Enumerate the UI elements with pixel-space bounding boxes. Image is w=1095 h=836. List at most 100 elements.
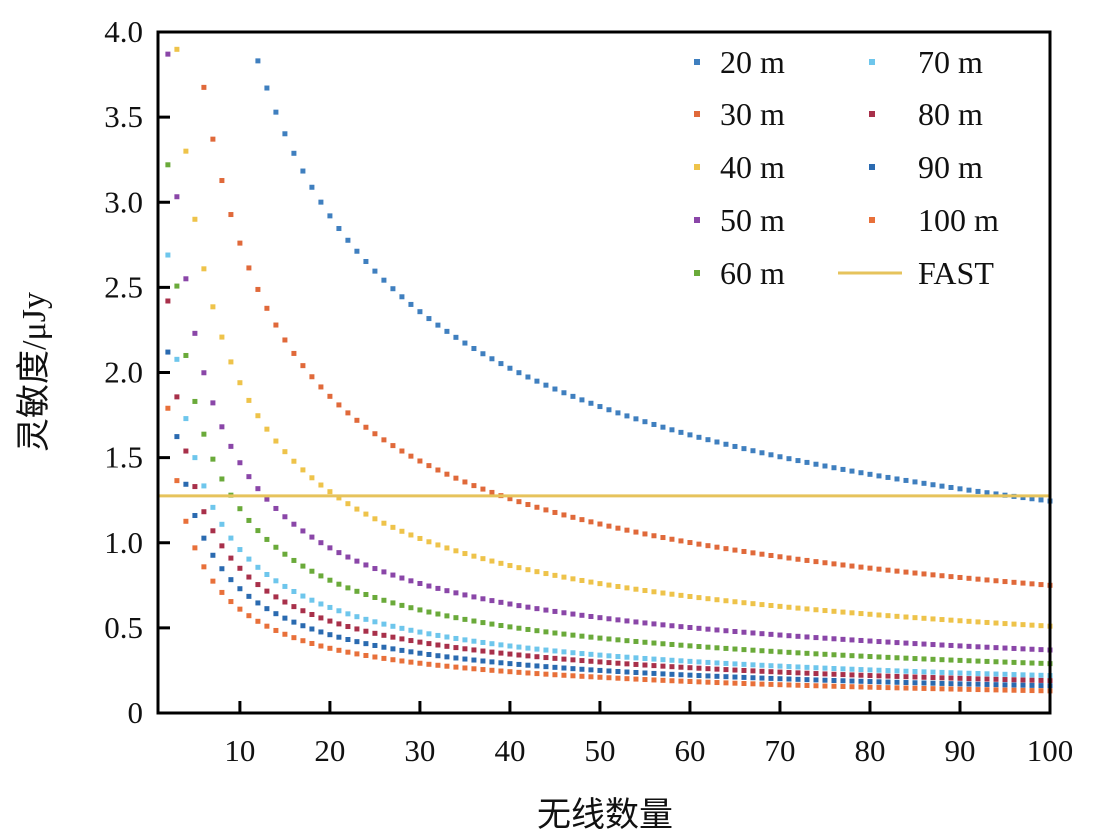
data-point <box>480 639 486 645</box>
data-point <box>525 645 531 651</box>
data-point <box>696 659 702 665</box>
data-point <box>345 410 351 416</box>
data-point <box>831 671 837 677</box>
data-point <box>525 567 531 573</box>
data-point <box>984 687 990 693</box>
data-point <box>525 626 531 632</box>
data-point <box>651 640 657 646</box>
data-point <box>399 528 405 534</box>
data-point <box>948 642 954 648</box>
data-point <box>651 421 657 427</box>
data-point <box>633 661 639 667</box>
data-point <box>813 665 819 671</box>
data-point <box>867 565 873 571</box>
data-point <box>246 593 252 599</box>
data-point <box>642 419 648 425</box>
data-point <box>687 658 693 664</box>
data-point <box>525 502 531 508</box>
data-point <box>732 599 738 605</box>
data-point <box>759 450 765 456</box>
data-point <box>255 58 261 64</box>
data-point <box>651 621 657 627</box>
data-point <box>192 216 198 222</box>
data-point <box>849 637 855 643</box>
data-point <box>903 640 909 646</box>
data-point <box>849 468 855 474</box>
data-point <box>300 593 306 599</box>
data-point <box>210 400 216 406</box>
data-point <box>813 559 819 565</box>
data-point <box>858 678 864 684</box>
data-point <box>570 611 576 617</box>
data-point <box>534 378 540 384</box>
data-point <box>1020 646 1026 652</box>
data-point <box>381 621 387 627</box>
data-point <box>201 431 207 437</box>
data-point <box>867 667 873 673</box>
data-point <box>678 538 684 544</box>
data-point <box>885 685 891 691</box>
data-point <box>453 635 459 641</box>
data-point <box>615 617 621 623</box>
data-point <box>597 659 603 665</box>
data-point <box>507 365 513 371</box>
data-point <box>426 463 432 469</box>
data-point <box>372 566 378 572</box>
data-point <box>858 684 864 690</box>
data-point <box>786 649 792 655</box>
data-point <box>426 651 432 657</box>
y-tick-label: 2.5 <box>104 269 143 304</box>
data-point <box>714 439 720 445</box>
data-point <box>705 644 711 650</box>
data-point <box>903 680 909 686</box>
data-point <box>615 660 621 666</box>
data-point <box>354 506 360 512</box>
data-point <box>309 568 315 574</box>
data-point <box>390 623 396 629</box>
data-point <box>678 429 684 435</box>
data-point <box>804 650 810 656</box>
data-point <box>939 675 945 681</box>
data-point <box>669 591 675 597</box>
data-point <box>381 277 387 283</box>
data-point <box>894 655 900 661</box>
data-point <box>336 495 342 501</box>
data-point <box>597 652 603 658</box>
data-point <box>687 665 693 671</box>
legend-marker <box>869 164 875 170</box>
data-point <box>822 651 828 657</box>
data-point <box>210 578 216 584</box>
data-point <box>876 473 882 479</box>
data-point <box>588 674 594 680</box>
data-point <box>966 658 972 664</box>
data-point <box>786 676 792 682</box>
data-point <box>741 680 747 686</box>
data-point <box>615 654 621 660</box>
data-point <box>570 514 576 520</box>
data-point <box>498 599 504 605</box>
data-point <box>183 416 189 422</box>
plot-frame <box>156 30 1052 715</box>
series-100m <box>165 405 1053 694</box>
data-point <box>507 601 513 607</box>
data-point <box>984 658 990 664</box>
data-point <box>849 672 855 678</box>
data-point <box>642 655 648 661</box>
data-point <box>858 611 864 617</box>
data-point <box>633 586 639 592</box>
data-point <box>966 686 972 692</box>
data-point <box>660 535 666 541</box>
data-point <box>246 574 252 580</box>
data-point <box>876 654 882 660</box>
data-point <box>741 674 747 680</box>
legend-item: 60 m <box>694 255 785 291</box>
data-point <box>930 482 936 488</box>
data-point <box>327 618 333 624</box>
data-point <box>255 600 261 606</box>
legend-item: 80 m <box>869 96 983 132</box>
data-point <box>885 567 891 573</box>
series-60m <box>165 162 1053 667</box>
data-point <box>453 334 459 340</box>
data-point <box>696 673 702 679</box>
data-point <box>642 620 648 626</box>
